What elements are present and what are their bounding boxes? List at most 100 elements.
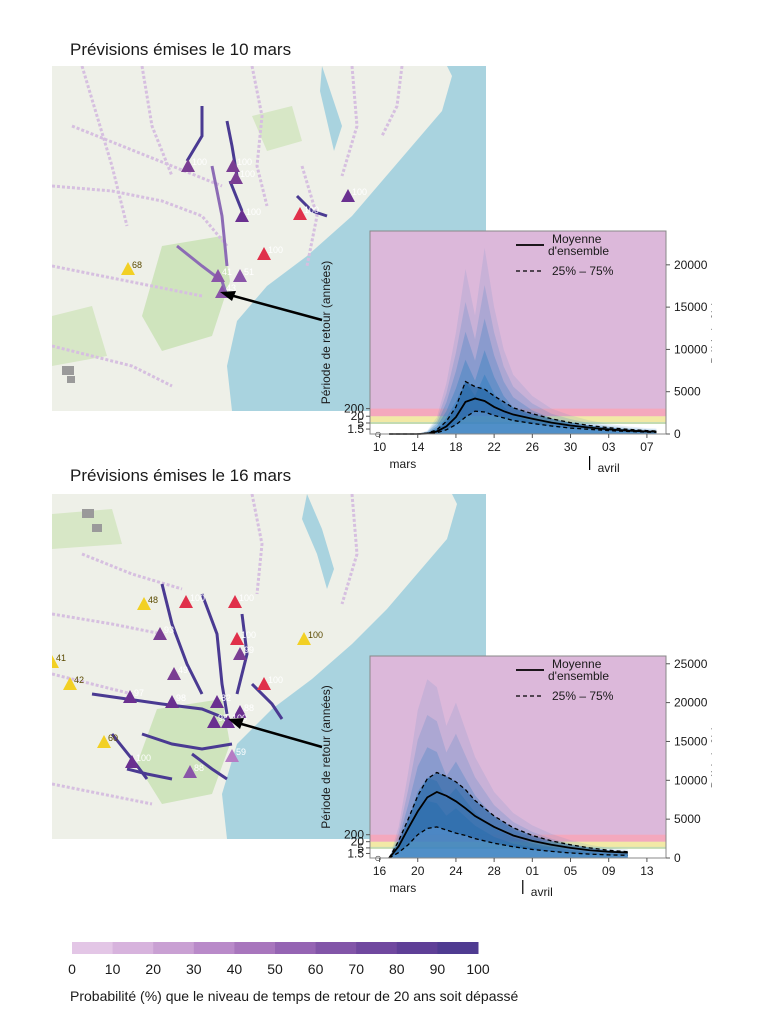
map1-marker-label-0: 100: [192, 157, 207, 167]
chart1-right-tick-label-4: 20000: [674, 258, 708, 272]
chart1-left-tick-label-0: 1.5: [347, 422, 364, 436]
map2-marker-label-19: 88: [194, 763, 204, 773]
colorbar-segment-4: [234, 942, 276, 954]
map2-marker-8: [167, 667, 181, 680]
map2-marker-2: [228, 595, 242, 608]
map2-marker-13: [210, 695, 224, 708]
chart2-x-tick-label-0: 16: [373, 864, 387, 878]
map2-marker-5: [230, 632, 244, 645]
colorbar-caption: Probabilité (%) que le niveau de temps d…: [70, 988, 519, 1004]
chart1-left-tick-label-3: 200: [344, 402, 364, 416]
chart1-x-tick-label-0: 10: [373, 440, 387, 454]
map2-marker-18: [125, 755, 139, 768]
colorbar-tick-6: 60: [308, 961, 324, 977]
chart1-right-tick-label-0: 0: [674, 427, 681, 441]
map2-marker-label-20: 59: [236, 747, 246, 757]
chart1-left-tick-label-1: 5: [357, 416, 364, 430]
map2-marker-17: [97, 735, 111, 748]
map1-marker-6: [257, 247, 271, 260]
chart1-x-tick-label-6: 03: [602, 440, 616, 454]
map1-marker-1: [226, 159, 240, 172]
chart2-series-0: [388, 790, 628, 859]
map2-marker-label-17: 60: [108, 733, 118, 743]
colorbar-tick-4: 40: [227, 961, 243, 977]
map1-marker-9: [233, 269, 247, 282]
colorbar-segment-2: [153, 942, 195, 954]
map1-marker-label-10: 43: [226, 283, 236, 293]
chart2-left-tick-label-2: 20: [351, 835, 365, 849]
map1-marker-label-4: 100: [304, 205, 319, 215]
map1-marker-label-2: 100: [240, 169, 255, 179]
map2-marker-12: [165, 695, 179, 708]
chart1-left-tick-label-2: 20: [351, 409, 365, 423]
map2-marker-label-9: 100: [268, 675, 283, 685]
chart2-left-axis-label: Période de retour (années): [319, 685, 333, 828]
map1-marker-7: [121, 262, 135, 275]
chart1-x-tick-label-4: 26: [526, 440, 540, 454]
map2-marker-4: [153, 627, 167, 640]
map1-marker-label-7: 68: [132, 260, 142, 270]
arrow-1: [220, 291, 323, 322]
map1-marker-3: [235, 209, 249, 222]
colorbar-segment-7: [356, 942, 398, 954]
chart2-quartile-band: [389, 772, 628, 858]
map1-marker-2: [229, 171, 243, 184]
panel-1-title: Prévisions émises le 10 mars: [70, 40, 292, 59]
map1-marker-label-6: 100: [268, 245, 283, 255]
map1-marker-label-5: 100: [352, 187, 367, 197]
map2-marker-16: [221, 715, 235, 728]
map1-marker-4: [293, 207, 307, 220]
colorbar-tick-10: 100: [466, 961, 490, 977]
colorbar-tick-2: 20: [145, 961, 161, 977]
map2-marker-label-14: 88: [244, 703, 254, 713]
chart1-series-1: [389, 380, 657, 435]
map2-marker-label-1: 100: [190, 593, 205, 603]
chart-1: ○ 0 5000 10000 15000 20000 Débit (m³/s) 1.5 5 20 2…: [312, 225, 723, 485]
chart1-legend-mean-1: Moyenne: [552, 232, 602, 246]
chart1-right-tick-label-3: 15000: [674, 300, 708, 314]
chart1-right-tick-label-1: 5000: [674, 385, 701, 399]
chart1-x-tick-label-2: 18: [449, 440, 463, 454]
colorbar-segment-5: [275, 942, 317, 954]
colorbar-segment-6: [315, 942, 357, 954]
map2-marker-label-6: 99: [244, 645, 254, 655]
map2-marker-label-11: 97: [134, 688, 144, 698]
chart2-x-tick-label-3: 28: [487, 864, 501, 878]
map2-marker-label-0: 48: [148, 595, 158, 605]
chart-2: ○ 0 5000 10000 15000 20000 25000 Débit (m³/s) 1.…: [312, 650, 723, 922]
chart2-right-tick-label-2: 10000: [674, 773, 708, 787]
chart1-legend-range: 25% – 75%: [552, 264, 614, 278]
colorbar-tick-8: 80: [389, 961, 405, 977]
map2-marker-label-8: 49: [178, 665, 188, 675]
colorbar: 0 10 20 30 40 50 60 70 80 90 100: [68, 942, 490, 977]
colorbar-tick-5: 50: [267, 961, 283, 977]
chart2-right-axis-label: Débit (m³/s): [709, 726, 712, 789]
chart1-x-tick-label-3: 22: [487, 440, 501, 454]
chart1-plot-bg: [370, 231, 666, 434]
colorbar-tick-7: 70: [348, 961, 364, 977]
chart2-x-tick-label-6: 09: [602, 864, 616, 878]
map2-marker-label-12: 98: [176, 693, 186, 703]
chart2-left-tick-label-1: 5: [357, 841, 364, 855]
colorbar-segment-1: [112, 942, 154, 954]
chart1-ensemble-layer-1: [389, 285, 657, 434]
colorbar-segment-0: [72, 942, 114, 954]
chart2-right-tick-label-1: 5000: [674, 812, 701, 826]
map2-marker-20: [225, 749, 239, 762]
chart1-frame: [369, 230, 667, 435]
chart2-x-tick-label-1: 20: [411, 864, 425, 878]
map2-marker-label-7: 41: [56, 653, 66, 663]
chart1-left-axis-label: Période de retour (années): [319, 261, 333, 404]
colorbar-segment-9: [437, 942, 479, 954]
chart2-frame: [369, 655, 667, 859]
chart2-x-tick-label-7: 13: [640, 864, 654, 878]
map2-marker-label-5: 100: [241, 630, 256, 640]
colorbar-tick-0: 0: [68, 961, 76, 977]
colorbar-segment-8: [396, 942, 438, 954]
map2-marker-label-18: 100: [136, 753, 151, 763]
map2-marker-label-2: 100: [239, 593, 254, 603]
map2-marker-10: [63, 677, 77, 690]
chart1-x-tick-label-7: 07: [640, 440, 654, 454]
chart1-quartile-band: [389, 381, 657, 434]
chart2-right-tick-label-0: 0: [674, 851, 681, 865]
